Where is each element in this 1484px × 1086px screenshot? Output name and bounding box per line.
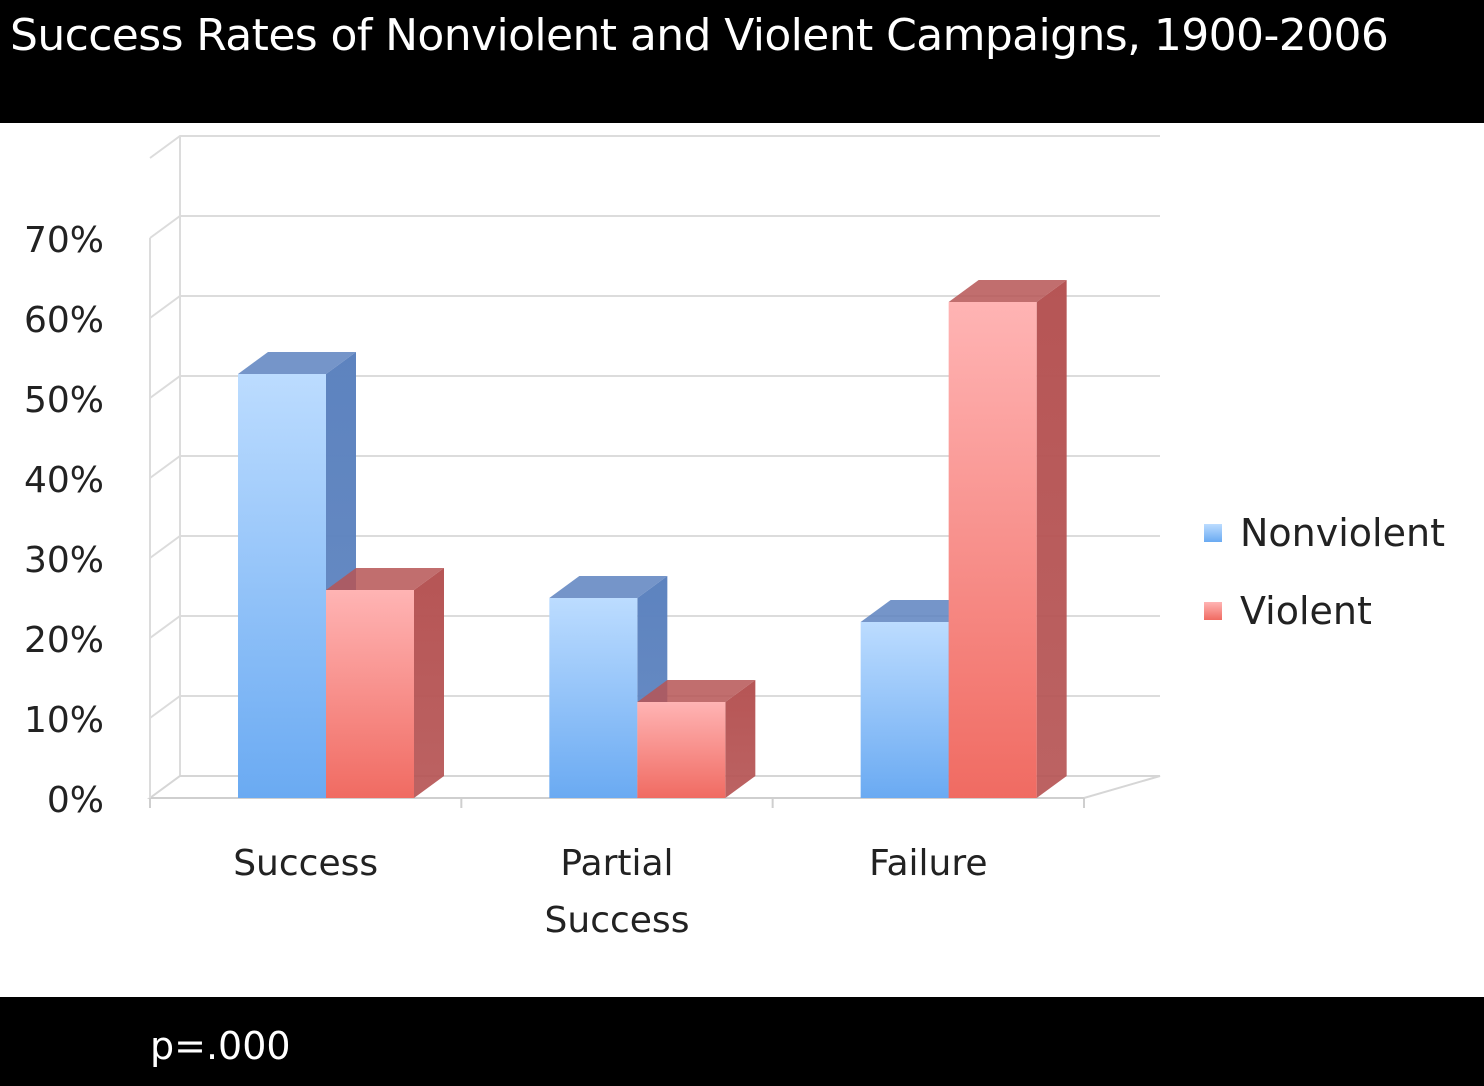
bar-front — [549, 598, 638, 798]
y-tick-label: 60% — [24, 300, 104, 341]
bar-front — [948, 302, 1037, 798]
x-category-label: Partial Success — [545, 843, 690, 941]
bar-side — [1036, 280, 1067, 798]
bar — [549, 576, 668, 798]
y-tick-label: 30% — [24, 540, 104, 581]
bar-top — [948, 280, 1067, 302]
legend: Nonviolent Violent — [1204, 511, 1445, 633]
bar-side — [414, 568, 444, 798]
bar-top — [549, 576, 668, 598]
legend-label: Nonviolent — [1240, 511, 1445, 555]
bar-front — [637, 702, 726, 798]
y-tick-label: 0% — [47, 780, 104, 821]
x-category-label: Success — [233, 843, 378, 884]
y-tick-label: 50% — [24, 380, 104, 421]
legend-swatch — [1204, 602, 1222, 620]
bar — [637, 680, 756, 798]
bar-front — [860, 622, 949, 798]
legend-swatch — [1204, 524, 1222, 542]
y-tick-label: 20% — [24, 620, 104, 661]
bar-front — [238, 374, 326, 798]
bar-top — [637, 680, 756, 702]
p-value-footnote: p=.000 — [150, 1024, 291, 1068]
y-tick-label: 40% — [24, 460, 104, 501]
gridline — [149, 135, 1160, 159]
bar — [948, 280, 1067, 798]
chart-panel: 0% 10% 20% 30% 40% 50% 60% 70% Success Partial Suc… — [0, 123, 1484, 997]
bar-top — [238, 352, 356, 374]
gridline — [149, 215, 1160, 239]
legend-label: Violent — [1240, 589, 1372, 633]
y-tick-label: 10% — [24, 700, 104, 741]
bar — [326, 568, 444, 798]
bar-front — [326, 590, 414, 798]
bar-chart: 0% 10% 20% 30% 40% 50% 60% 70% Success Partial Suc… — [24, 135, 1445, 941]
bar-side — [725, 680, 756, 798]
y-tick-label: 70% — [24, 220, 104, 261]
x-category-label: Failure — [869, 843, 987, 884]
bar-top — [326, 568, 444, 590]
gridlines — [149, 135, 1160, 799]
slide-title: Success Rates of Nonviolent and Violent … — [10, 10, 1389, 61]
